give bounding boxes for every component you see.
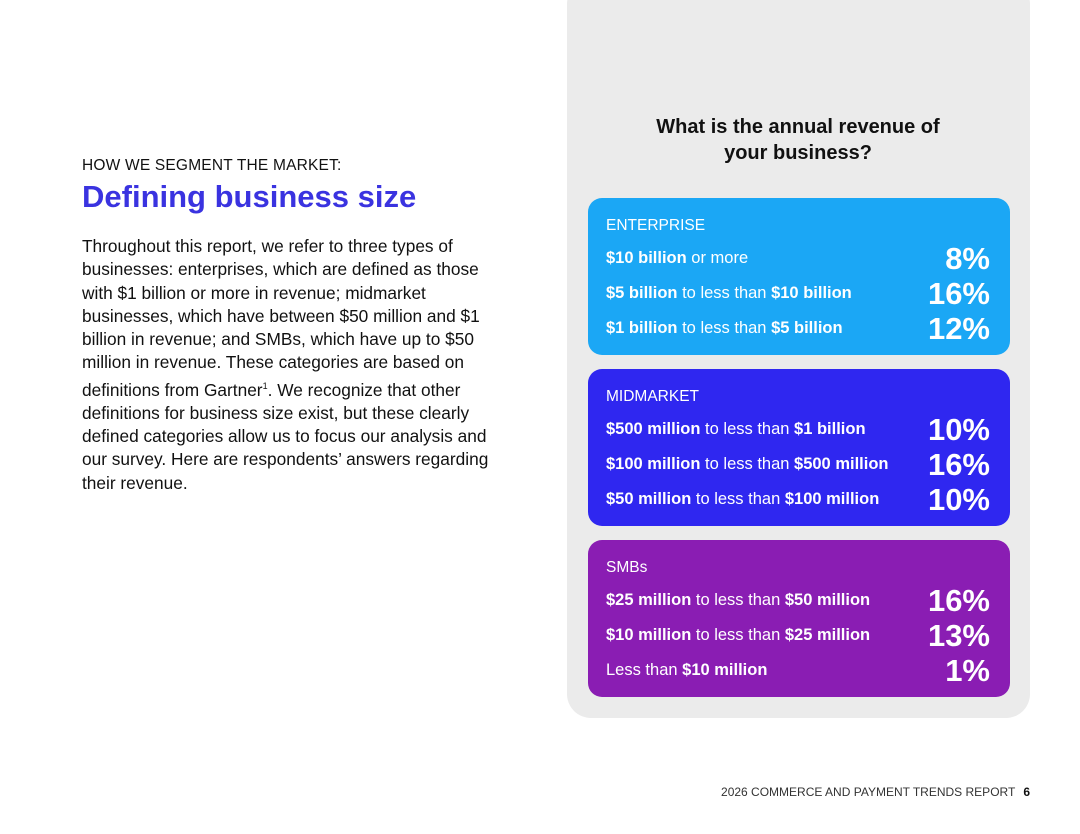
label-part: to less than — [691, 626, 785, 644]
segment-row: $100 million to less than $500 million 16… — [606, 447, 990, 482]
heading: Defining business size — [82, 179, 417, 214]
segment-row: $5 billion to less than $10 billion 16% — [606, 276, 990, 311]
segment-row: $10 billion or more 8% — [606, 241, 990, 276]
row-label: $1 billion to less than $5 billion — [606, 319, 843, 338]
label-part: $25 million — [784, 626, 871, 644]
label-part: to less than — [700, 455, 795, 473]
page-number: 6 — [1023, 785, 1030, 799]
row-label: $10 billion or more — [606, 249, 748, 268]
label-part: to less than — [677, 319, 772, 337]
segment-name: ENTERPRISE — [606, 217, 706, 234]
label-part: $50 million — [606, 490, 692, 508]
label-part: to less than — [691, 591, 785, 609]
label-part: $10 million — [682, 661, 768, 679]
label-part: to less than — [700, 420, 795, 438]
label-part: to less than — [677, 284, 772, 302]
segment-name: MIDMARKET — [606, 388, 699, 405]
label-part: $5 billion — [771, 319, 843, 337]
segment-row: $500 million to less than $1 billion 10% — [606, 412, 990, 447]
row-label: $10 million to less than $25 million — [606, 626, 870, 645]
label-part: $100 million — [784, 490, 880, 508]
body-part: . We recognize that other definitions fo… — [82, 379, 489, 493]
label-part: $500 million — [794, 455, 889, 473]
label-part: $10 million — [606, 626, 692, 644]
row-label: $5 billion to less than $10 billion — [606, 284, 852, 303]
row-value: 10% — [927, 412, 990, 447]
label-part: Less than — [606, 661, 683, 679]
row-value: 1% — [945, 653, 990, 688]
row-label: $25 million to less than $50 million — [606, 591, 870, 610]
report-name: 2026 COMMERCE AND PAYMENT TRENDS REPORT — [721, 785, 1016, 799]
row-value: 13% — [927, 618, 990, 653]
row-value: 8% — [945, 241, 990, 276]
label-part: $25 million — [606, 591, 692, 609]
question: What is the annual revenue of your busin… — [656, 116, 940, 164]
row-value: 16% — [927, 583, 990, 618]
row-label: $50 million to less than $100 million — [606, 490, 879, 509]
footnote-ref: 1 — [262, 380, 268, 391]
body-text: Throughout this report, we refer to thre… — [82, 235, 507, 495]
row-label: Less than $10 million — [606, 661, 767, 680]
label-part: $5 billion — [606, 284, 678, 302]
label-part: $500 million — [606, 420, 701, 438]
segment-card: SMBs $25 million to less than $50 million… — [588, 540, 1010, 697]
segment-card: ENTERPRISE $10 billion or more 8% $5 billio… — [588, 198, 1010, 355]
eyebrow: HOW WE SEGMENT THE MARKET: — [82, 157, 342, 174]
row-label: $100 million to less than $500 million — [606, 455, 889, 474]
segment-row: $25 million to less than $50 million 16% — [606, 583, 990, 618]
label-part: $1 billion — [606, 319, 678, 337]
segment-row: Less than $10 million 1% — [606, 653, 990, 688]
label-part: $50 million — [784, 591, 871, 609]
row-label: $500 million to less than $1 billion — [606, 420, 866, 439]
label-part: $10 billion — [771, 284, 852, 302]
row-value: 16% — [927, 447, 990, 482]
segment-name: SMBs — [606, 559, 648, 576]
label-part: to less than — [691, 490, 785, 508]
row-value: 12% — [927, 311, 990, 346]
segment-row: $10 million to less than $25 million 13% — [606, 618, 990, 653]
row-value: 16% — [927, 276, 990, 311]
body-part: Throughout this report, we refer to thre… — [82, 236, 480, 400]
segment-card: MIDMARKET $500 million to less than $1 bi… — [588, 369, 1010, 526]
label-part: $100 million — [606, 455, 701, 473]
footer: 2026 COMMERCE AND PAYMENT TRENDS REPORT 6 — [721, 785, 1030, 799]
label-part: $10 billion — [606, 249, 687, 267]
row-value: 10% — [927, 482, 990, 517]
segment-row: $50 million to less than $100 million 10% — [606, 482, 990, 517]
segment-row: $1 billion to less than $5 billion 12% — [606, 311, 990, 346]
label-part: $1 billion — [794, 420, 866, 438]
label-part: or more — [686, 249, 749, 267]
